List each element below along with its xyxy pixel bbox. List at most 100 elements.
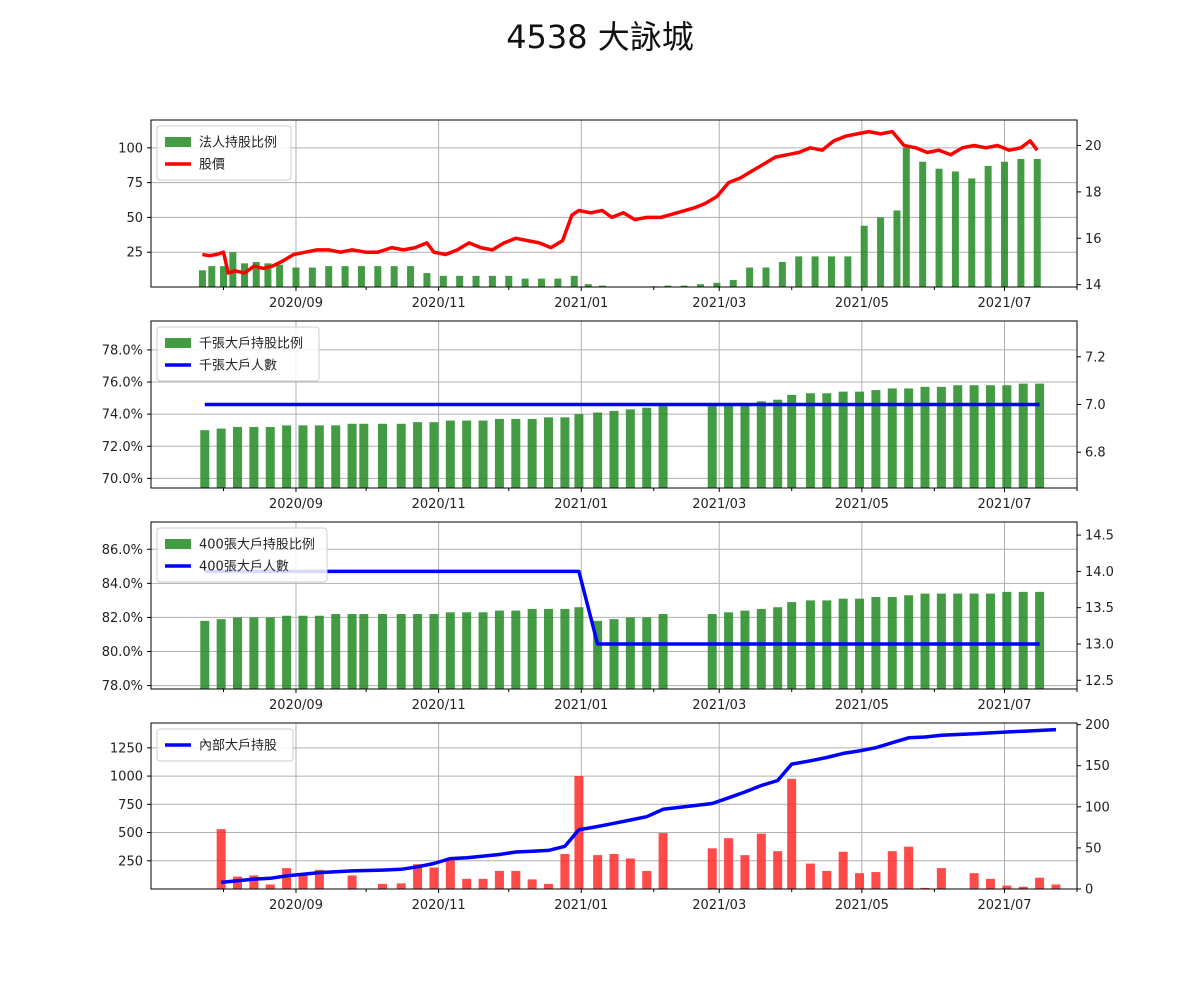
bar — [276, 264, 284, 287]
y-tick-label-right: 6.8 — [1085, 446, 1106, 461]
bar — [609, 410, 619, 488]
bar — [308, 267, 316, 287]
bar — [423, 273, 431, 287]
bar — [844, 256, 852, 287]
x-tick-label: 2020/09 — [269, 698, 323, 713]
series-line — [202, 129, 1039, 275]
bar — [216, 829, 226, 889]
bar — [904, 846, 914, 889]
bar — [1035, 877, 1045, 889]
bar — [462, 612, 472, 689]
legend-swatch-bar — [165, 338, 191, 348]
bar — [893, 210, 901, 287]
bar — [357, 266, 365, 287]
series-line — [204, 569, 1040, 646]
y-tick-label-right: 7.0 — [1085, 398, 1106, 413]
bar — [724, 404, 734, 488]
bar — [969, 873, 979, 889]
bar — [429, 867, 439, 889]
bar — [264, 263, 272, 287]
bar — [544, 883, 554, 889]
y-tick-label-right: 200 — [1085, 718, 1110, 733]
bar — [472, 275, 480, 287]
bar — [756, 608, 766, 689]
y-tick-label-right: 50 — [1085, 841, 1102, 856]
bar — [298, 425, 308, 488]
panel-4: 250 500 750 1000 1250 0 50 100 150 200 2020/09 2020… — [110, 718, 1110, 913]
bar — [462, 878, 472, 889]
y-tick-label-right: 18 — [1085, 185, 1102, 200]
legend-swatch-bar — [165, 539, 191, 549]
legend-label: 法人持股比例 — [199, 136, 277, 151]
bar — [521, 278, 529, 287]
bar — [968, 178, 976, 287]
x-tick-label: 2021/03 — [692, 898, 746, 913]
bar — [756, 401, 766, 488]
x-tick-label: 2020/11 — [412, 497, 466, 512]
x-tick-label: 2020/09 — [269, 898, 323, 913]
bar — [855, 391, 865, 488]
y-tick-label-left: 80.0% — [102, 645, 143, 660]
bar — [478, 878, 488, 889]
bar — [969, 593, 979, 689]
bar — [877, 217, 885, 287]
bar — [265, 884, 275, 889]
bar — [713, 282, 721, 287]
y-tick-label-right: 150 — [1085, 759, 1110, 774]
bar — [265, 617, 275, 689]
bar — [413, 614, 423, 689]
y-tick-label-left: 1000 — [110, 770, 143, 785]
bar — [855, 873, 865, 889]
bar — [314, 869, 324, 889]
bar — [1051, 884, 1061, 889]
bar — [560, 853, 570, 889]
chart-title: 4538 大詠城 — [506, 18, 694, 56]
bar — [827, 256, 835, 287]
bar — [265, 426, 275, 488]
bar — [292, 267, 300, 287]
bar — [445, 612, 455, 689]
x-tick-label: 2020/09 — [269, 497, 323, 512]
bar — [390, 266, 398, 287]
bar — [920, 887, 930, 889]
bar — [729, 280, 737, 287]
bar — [478, 420, 488, 488]
bar — [593, 412, 603, 488]
x-tick-label: 2021/03 — [692, 497, 746, 512]
bar — [805, 863, 815, 889]
y-tick-label-right: 0 — [1085, 883, 1093, 898]
bar — [951, 171, 959, 287]
bar — [511, 418, 521, 488]
bar — [494, 870, 504, 889]
y-tick-label-right: 13.0 — [1085, 637, 1114, 652]
bar — [795, 256, 803, 287]
legend-label: 400張大戶持股比例 — [199, 538, 315, 553]
bar — [456, 275, 464, 287]
legend-swatch-bar — [165, 137, 191, 147]
legend-label: 內部大戶持股 — [199, 739, 277, 754]
legend-box — [156, 527, 328, 583]
bar — [282, 425, 292, 488]
bar — [724, 838, 734, 889]
bar — [325, 266, 333, 287]
bar — [574, 414, 584, 488]
bar — [331, 614, 341, 689]
bar — [538, 278, 546, 287]
bar — [445, 858, 455, 889]
y-tick-label-left: 50 — [126, 211, 143, 226]
bar — [560, 417, 570, 488]
bar — [208, 266, 216, 287]
y-tick-label-right: 13.5 — [1085, 601, 1114, 616]
bar — [413, 422, 423, 488]
bar — [625, 409, 635, 488]
bar — [331, 425, 341, 488]
y-tick-label-right: 14.5 — [1085, 529, 1114, 544]
bar — [341, 266, 349, 287]
bar — [314, 615, 324, 689]
x-tick-label: 2021/05 — [835, 698, 889, 713]
series-line — [221, 727, 1057, 885]
bar — [527, 608, 537, 689]
bar — [429, 422, 439, 488]
bar — [511, 870, 521, 889]
bar — [860, 225, 868, 287]
